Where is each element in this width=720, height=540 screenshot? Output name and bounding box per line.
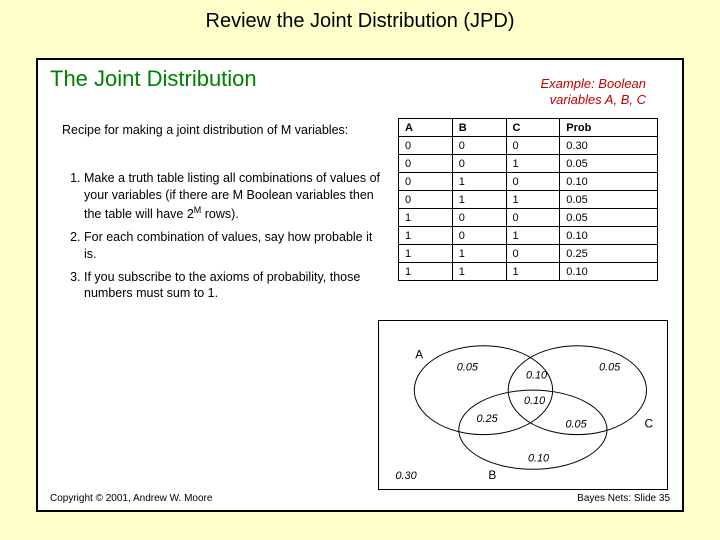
col-c: C bbox=[506, 119, 560, 137]
recipe-step-3: If you subscribe to the axioms of probab… bbox=[84, 269, 382, 303]
venn-label-c: C bbox=[645, 417, 654, 431]
venn-b-only: 0.10 bbox=[528, 452, 549, 464]
recipe-intro: Recipe for making a joint distribution o… bbox=[62, 122, 372, 138]
venn-c-only: 0.05 bbox=[599, 361, 621, 373]
table-row: 1000.05 bbox=[399, 209, 658, 227]
col-b: B bbox=[452, 119, 506, 137]
table-row: 0100.10 bbox=[399, 173, 658, 191]
venn-a-only: 0.05 bbox=[457, 361, 479, 373]
recipe-list: Make a truth table listing all combinati… bbox=[62, 170, 382, 308]
venn-abc: 0.10 bbox=[524, 395, 545, 407]
table-row: 1100.25 bbox=[399, 245, 658, 263]
truth-table: A B C Prob 0000.30 0010.05 0100.10 0110.… bbox=[398, 118, 658, 281]
venn-outside: 0.30 bbox=[396, 470, 417, 482]
col-prob: Prob bbox=[560, 119, 658, 137]
copyright-text: Copyright © 2001, Andrew W. Moore bbox=[50, 493, 212, 504]
venn-diagram: A B C 0.30 0.05 0.10 0.05 0.25 0.10 0.05… bbox=[378, 320, 668, 490]
table-header-row: A B C Prob bbox=[399, 119, 658, 137]
recipe-step-2: For each combination of values, say how … bbox=[84, 229, 382, 263]
col-a: A bbox=[399, 119, 453, 137]
inner-slide: The Joint Distribution Example: Boolean … bbox=[36, 58, 684, 512]
example-caption-line2: variables A, B, C bbox=[550, 92, 646, 107]
recipe-step-1-suffix: rows). bbox=[201, 207, 239, 221]
table-row: 0000.30 bbox=[399, 137, 658, 155]
table-body: 0000.30 0010.05 0100.10 0110.05 1000.05 … bbox=[399, 137, 658, 281]
slide-title: Review the Joint Distribution (JPD) bbox=[0, 10, 720, 33]
venn-label-b: B bbox=[488, 468, 496, 482]
venn-ac: 0.10 bbox=[526, 369, 547, 381]
venn-ab: 0.25 bbox=[477, 413, 499, 425]
venn-label-a: A bbox=[415, 348, 423, 362]
table-row: 1110.10 bbox=[399, 263, 658, 281]
recipe-step-1: Make a truth table listing all combinati… bbox=[84, 170, 382, 223]
venn-bc: 0.05 bbox=[565, 419, 587, 431]
table-row: 0010.05 bbox=[399, 155, 658, 173]
slide-ref: Bayes Nets: Slide 35 bbox=[577, 493, 670, 504]
table-row: 0110.05 bbox=[399, 191, 658, 209]
inner-heading: The Joint Distribution bbox=[50, 66, 257, 92]
example-caption: Example: Boolean variables A, B, C bbox=[436, 76, 646, 109]
example-caption-line1: Example: Boolean bbox=[540, 76, 646, 91]
table-row: 1010.10 bbox=[399, 227, 658, 245]
